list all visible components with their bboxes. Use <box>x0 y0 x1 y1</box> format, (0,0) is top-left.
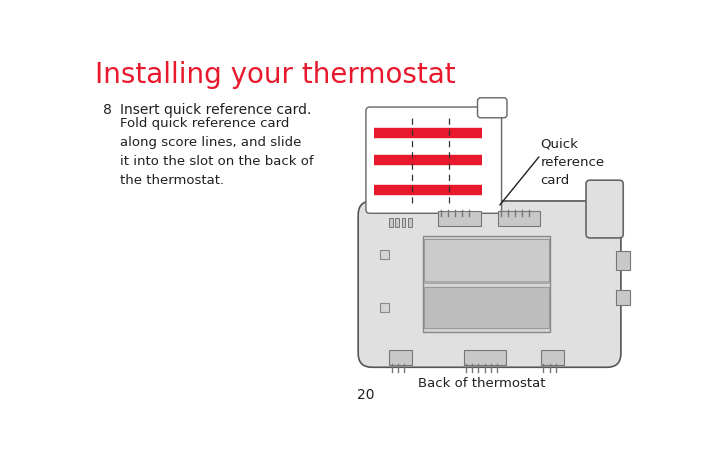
FancyBboxPatch shape <box>586 180 623 238</box>
Bar <box>424 286 549 328</box>
Bar <box>438 211 481 226</box>
Bar <box>380 250 389 259</box>
Bar <box>401 218 406 227</box>
Text: Back of thermostat: Back of thermostat <box>418 377 545 389</box>
FancyBboxPatch shape <box>478 98 507 118</box>
Bar <box>541 350 564 365</box>
Bar <box>424 281 549 284</box>
Bar <box>463 350 506 365</box>
Text: 20: 20 <box>357 388 375 402</box>
Text: Quick
reference
card: Quick reference card <box>540 138 605 187</box>
Bar <box>408 218 412 227</box>
Bar <box>481 108 504 112</box>
Bar <box>389 218 393 227</box>
FancyBboxPatch shape <box>366 107 501 213</box>
Text: Installing your thermostat: Installing your thermostat <box>95 61 456 89</box>
Bar <box>616 290 630 305</box>
Bar <box>389 350 413 365</box>
Text: 8: 8 <box>104 103 112 117</box>
Bar <box>380 303 389 312</box>
Bar <box>424 238 549 282</box>
Bar <box>616 251 630 270</box>
Text: Fold quick reference card
along score lines, and slide
it into the slot on the b: Fold quick reference card along score li… <box>120 117 314 187</box>
Bar <box>396 218 399 227</box>
FancyBboxPatch shape <box>358 201 621 367</box>
Bar <box>423 236 550 332</box>
Text: Insert quick reference card.: Insert quick reference card. <box>120 103 311 117</box>
Bar <box>498 211 540 226</box>
